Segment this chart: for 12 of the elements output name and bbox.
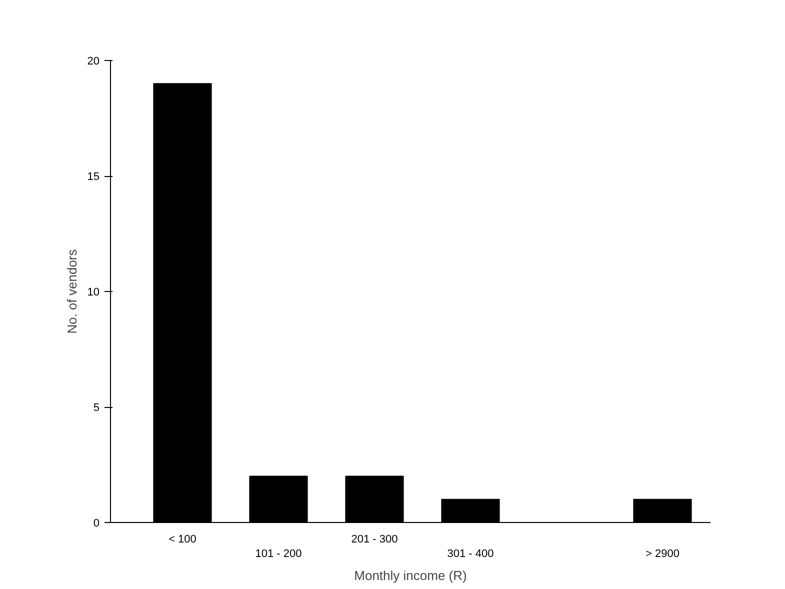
x-tick-label: > 2900 [646, 548, 680, 560]
x-tick-label: 201 - 300 [351, 534, 398, 546]
x-axis-title: Monthly income (R) [354, 568, 467, 583]
y-tick-label: 5 [93, 402, 100, 414]
y-tick-label: 10 [87, 286, 100, 298]
x-tick-label: < 100 [168, 534, 196, 546]
y-tick-label: 15 [87, 171, 100, 183]
x-tick-label: 101 - 200 [255, 548, 302, 560]
y-tick-label: 0 [93, 518, 100, 530]
y-tick-label: 20 [87, 56, 100, 68]
x-tick-label: 301 - 400 [447, 548, 494, 560]
y-axis-title: No. of vendors [64, 248, 80, 334]
